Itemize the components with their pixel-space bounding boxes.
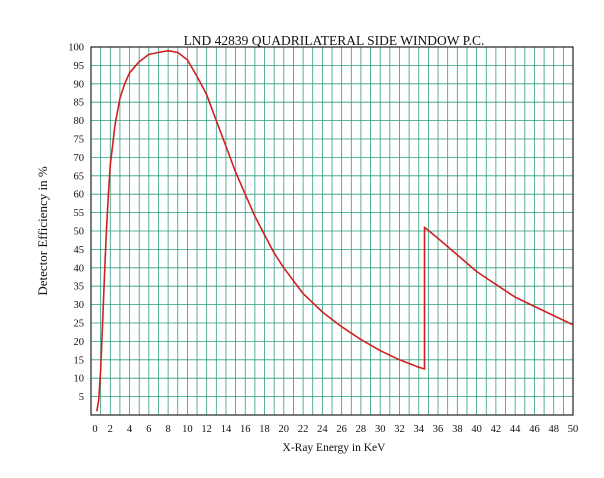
x-tick-label: 4: [127, 424, 133, 435]
x-tick-label: 12: [201, 424, 212, 435]
y-tick-label: 55: [74, 208, 85, 219]
x-tick-label: 6: [146, 424, 151, 435]
x-tick-label: 16: [240, 424, 251, 435]
series-line-efficiency: [96, 49, 574, 412]
y-tick-label: 95: [74, 61, 85, 72]
x-tick-label: 36: [433, 424, 444, 435]
plot-border: [90, 46, 574, 416]
y-tick-label: 35: [74, 282, 85, 293]
y-tick-label: 30: [74, 300, 85, 311]
x-tick-label: 14: [221, 424, 232, 435]
y-tick-labels: 5 10 15 20 25 30 35 40 45 50 55 60 65 70 75 80 85 90 95 100: [68, 43, 84, 404]
y-tick-label: 90: [74, 79, 85, 90]
x-tick-label: 38: [452, 424, 463, 435]
y-tick-label: 70: [74, 153, 85, 164]
x-tick-label: 42: [491, 424, 502, 435]
x-tick-label: 50: [568, 424, 579, 435]
x-tick-label: 46: [529, 424, 540, 435]
y-tick-label: 40: [74, 263, 85, 274]
x-tick-label: 20: [279, 424, 290, 435]
x-tick-label: 24: [317, 424, 328, 435]
y-tick-label: 50: [74, 227, 85, 238]
y-tick-label: 25: [74, 319, 85, 330]
x-tick-label: 34: [414, 424, 425, 435]
x-tick-label: 48: [548, 424, 559, 435]
grid: [90, 46, 574, 416]
y-tick-label: 10: [74, 374, 85, 385]
x-tick-label: 30: [375, 424, 386, 435]
x-tick-label: 40: [471, 424, 482, 435]
x-axis-label: X-Ray Energy in KeV: [283, 442, 387, 454]
y-axis-label: Detector Efficiency in %: [35, 166, 50, 296]
y-tick-label: 65: [74, 171, 85, 182]
y-tick-label: 85: [74, 98, 85, 109]
y-tick-label: 75: [74, 135, 85, 146]
plot-frame: [90, 46, 574, 416]
y-tick-label: 5: [79, 392, 84, 403]
x-tick-label: 10: [182, 424, 193, 435]
x-tick-label: 28: [356, 424, 367, 435]
x-tick-label: 18: [259, 424, 270, 435]
x-tick-label: 26: [336, 424, 347, 435]
y-tick-label: 60: [74, 190, 85, 201]
x-tick-label: 22: [298, 424, 309, 435]
y-tick-label: 20: [74, 337, 85, 348]
x-tick-label: 2: [108, 424, 113, 435]
x-tick-label: 0: [92, 424, 97, 435]
x-tick-label: 8: [165, 424, 170, 435]
series-lines: [96, 49, 574, 412]
x-tick-labels: 0 2 4 6 8 10 12 14 16 18 20 22 24 26 28 30 32 34 36 38 40 42 4…: [92, 424, 578, 435]
x-tick-label: 32: [394, 424, 405, 435]
y-tick-label: 15: [74, 355, 85, 366]
chart-title: LND 42839 QUADRILATERAL SIDE WINDOW P.C.: [184, 33, 485, 48]
y-tick-label: 100: [68, 43, 84, 54]
y-tick-label: 80: [74, 116, 85, 127]
y-tick-label: 45: [74, 245, 85, 256]
x-tick-label: 44: [510, 424, 521, 435]
